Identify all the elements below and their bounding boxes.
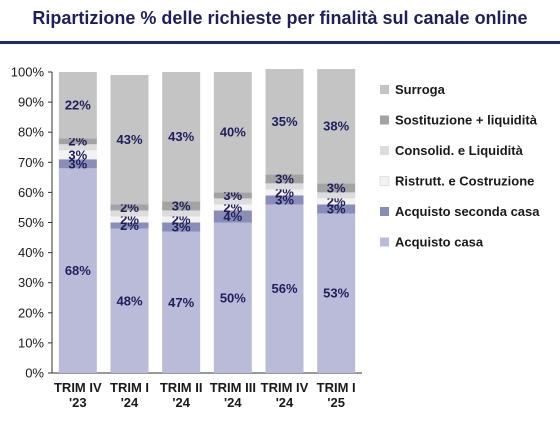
x-tick-label: '24: [276, 395, 294, 410]
data-label: 3%: [327, 180, 346, 195]
y-tick-label: 100%: [11, 65, 45, 80]
bar-segment-sostituzione-liquidit-: [317, 183, 356, 193]
bar-segment-surroga: [58, 72, 97, 139]
bar-segment-acquisto-seconda-casa: [58, 159, 97, 169]
data-label: 3%: [68, 147, 87, 162]
bar-segment-acquisto-casa: [213, 222, 252, 373]
bar-segment-consolid-e-liquidit-: [317, 192, 356, 199]
bar-segment-consolid-e-liquidit-: [213, 198, 252, 205]
data-label: 3%: [327, 201, 346, 216]
data-label: 35%: [271, 114, 297, 129]
data-label: 40%: [220, 125, 246, 140]
bar-segment-sostituzione-liquidit-: [110, 204, 149, 211]
bar-segment-surroga: [110, 75, 149, 205]
y-tick-label: 10%: [18, 335, 44, 350]
data-label: 22%: [65, 98, 91, 113]
bar-segment-consolid-e-liquidit-: [58, 144, 97, 151]
data-label: 3%: [68, 156, 87, 171]
bar-segment-surroga: [317, 68, 356, 184]
bar-segment-acquisto-casa: [162, 231, 201, 373]
y-tick-label: 60%: [18, 185, 44, 200]
legend-label: Acquisto casa: [395, 235, 484, 250]
data-label: 3%: [172, 198, 191, 213]
bar-segment-surroga: [213, 72, 252, 193]
bar-segment-ristrutt-e-costruzione: [162, 216, 201, 223]
legend-label: Sostituzione + liquidità: [395, 113, 538, 128]
legend-swatch: [380, 115, 389, 125]
y-tick-label: 0%: [25, 366, 44, 381]
x-tick-label: TRIM IV: [54, 380, 102, 395]
x-tick-label: '24: [224, 395, 242, 410]
bar-segment-acquisto-seconda-casa: [265, 195, 304, 205]
x-tick-label: '24: [172, 395, 190, 410]
title-divider: [0, 41, 560, 44]
bar-segment-acquisto-seconda-casa: [317, 204, 356, 214]
data-label: 4%: [223, 209, 242, 224]
legend-swatch: [380, 237, 389, 247]
x-tick-label: '25: [327, 395, 345, 410]
x-tick-label: TRIM I: [317, 380, 356, 395]
legend-swatch: [380, 85, 389, 94]
data-label: 50%: [220, 290, 246, 305]
data-label: 68%: [65, 263, 91, 278]
bar-segment-ristrutt-e-costruzione: [58, 150, 97, 160]
data-label: 47%: [168, 295, 194, 310]
data-label: 53%: [323, 286, 349, 301]
data-label: 48%: [116, 293, 142, 308]
bar-segment-ristrutt-e-costruzione: [265, 189, 304, 196]
legend-swatch: [380, 146, 389, 155]
legend-label: Ristrutt. e Costruzione: [395, 174, 534, 189]
bar-segment-acquisto-seconda-casa: [162, 222, 201, 232]
x-tick-label: TRIM IV: [261, 380, 309, 395]
y-tick-label: 90%: [18, 95, 44, 110]
data-label: 3%: [275, 171, 294, 186]
bar-segment-acquisto-casa: [317, 213, 356, 373]
y-tick-label: 40%: [18, 245, 44, 260]
bar-segment-consolid-e-liquidit-: [110, 210, 149, 217]
data-label: 38%: [323, 119, 349, 134]
x-tick-label: TRIM I: [110, 380, 149, 395]
bar-segment-sostituzione-liquidit-: [265, 174, 304, 184]
bar-segment-acquisto-seconda-casa: [110, 222, 149, 229]
bar-segment-consolid-e-liquidit-: [265, 183, 304, 190]
y-tick-label: 30%: [18, 275, 44, 290]
bar-segment-consolid-e-liquidit-: [162, 210, 201, 217]
legend-label: Acquisto seconda casa: [395, 204, 540, 219]
bar-segment-sostituzione-liquidit-: [213, 192, 252, 199]
legend-label: Surroga: [395, 82, 446, 97]
legend-swatch: [379, 176, 390, 186]
data-label: 56%: [271, 281, 297, 296]
x-tick-label: TRIM II: [160, 380, 203, 395]
x-tick-label: '23: [69, 395, 87, 410]
bar-segment-surroga: [265, 68, 304, 175]
bar-segment-acquisto-casa: [110, 228, 149, 373]
bar-segment-ristrutt-e-costruzione: [110, 216, 149, 223]
data-label: 3%: [172, 220, 191, 235]
bar-segment-sostituzione-liquidit-: [162, 201, 201, 211]
x-tick-label: TRIM III: [210, 380, 256, 395]
chart-title: Ripartizione % delle richieste per final…: [32, 8, 528, 28]
y-tick-label: 50%: [18, 215, 44, 230]
data-label: 43%: [116, 132, 142, 147]
bar-segment-acquisto-casa: [265, 204, 304, 373]
legend-swatch: [380, 207, 389, 216]
y-tick-label: 80%: [18, 125, 44, 140]
bar-segment-surroga: [162, 72, 201, 202]
bar-segment-acquisto-casa: [58, 168, 97, 373]
bar-segment-acquisto-seconda-casa: [213, 210, 252, 223]
data-label: 43%: [168, 129, 194, 144]
legend-label: Consolid. e Liquidità: [395, 143, 524, 158]
bar-segment-sostituzione-liquidit-: [58, 138, 97, 145]
x-tick-label: '24: [121, 395, 139, 410]
bar-segment-ristrutt-e-costruzione: [317, 198, 356, 205]
bar-segment-ristrutt-e-costruzione: [213, 204, 252, 211]
y-tick-label: 20%: [18, 305, 44, 320]
data-label: 3%: [275, 192, 294, 207]
y-tick-label: 70%: [18, 155, 44, 170]
